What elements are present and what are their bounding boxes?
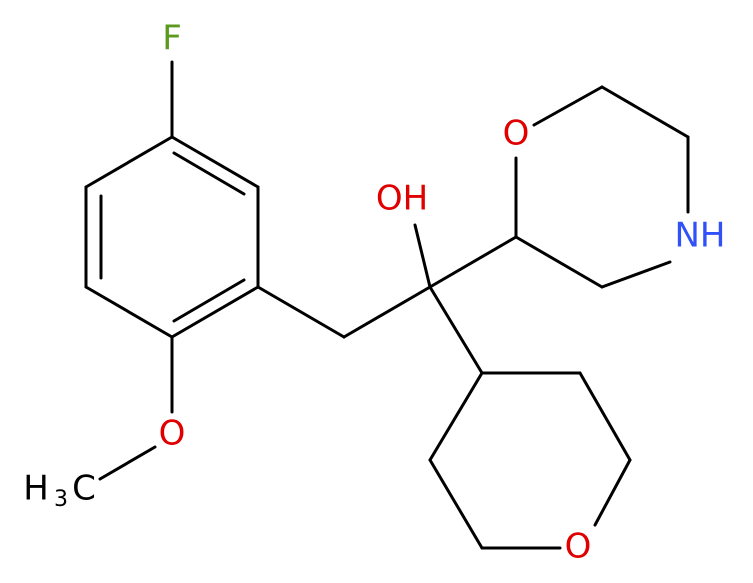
bonds	[84, 60, 690, 550]
atom-label: O	[503, 114, 530, 154]
atom-label: C	[72, 469, 96, 509]
atom-label: NH	[675, 216, 726, 256]
atom-label: F	[162, 19, 182, 59]
atom-subscript: 3	[54, 487, 68, 512]
atom-label: O	[159, 414, 186, 454]
atom-label: H	[23, 469, 49, 509]
atom-label: O	[565, 527, 592, 567]
atom-label: OH	[376, 179, 428, 219]
